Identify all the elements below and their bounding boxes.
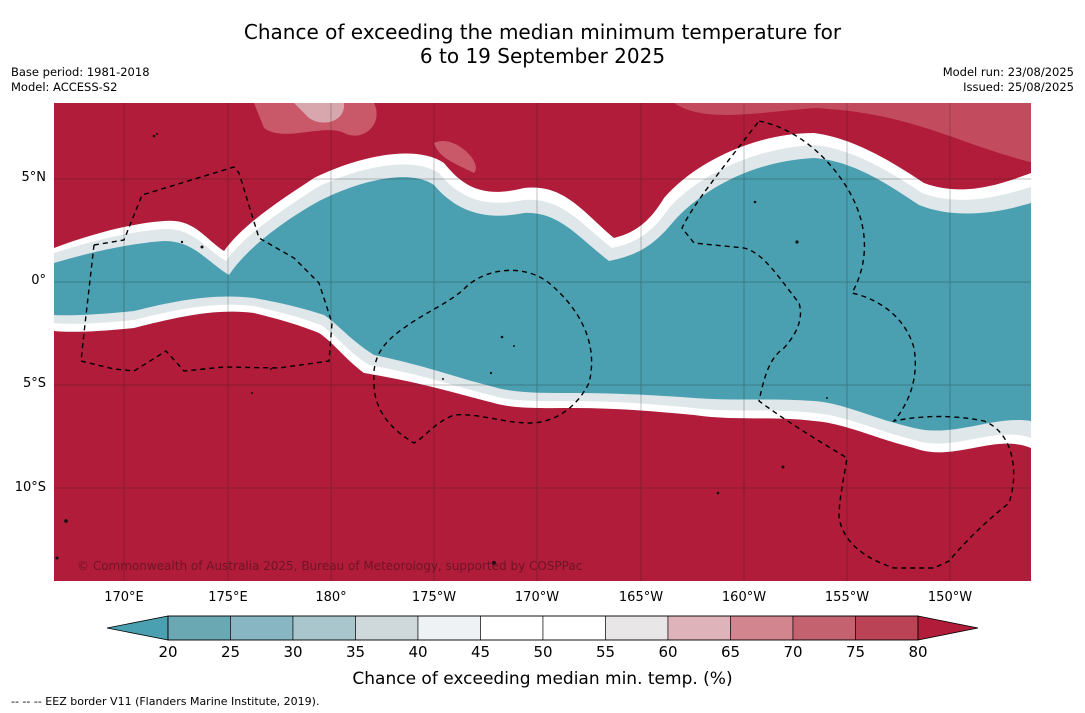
lat-tick-5s: 5°S bbox=[22, 376, 46, 391]
meta-left: Base period: 1981-2018 Model: ACCESS-S2 bbox=[11, 65, 150, 95]
colorbar-cell bbox=[792, 615, 856, 641]
colorbar bbox=[106, 615, 979, 641]
colorbar-cell bbox=[730, 615, 794, 641]
colorbar-under-arrow bbox=[106, 615, 169, 641]
cbar-tick-55: 55 bbox=[595, 643, 616, 661]
model-name: Model: ACCESS-S2 bbox=[11, 80, 118, 94]
lon-tick-180: 180° bbox=[315, 590, 347, 605]
colorbar-cell bbox=[230, 615, 294, 641]
lon-tick-165w: 165°W bbox=[618, 590, 664, 605]
cbar-tick-70: 70 bbox=[783, 643, 803, 661]
lon-tick-175w: 175°W bbox=[411, 590, 457, 605]
colorbar-cell bbox=[480, 615, 544, 641]
title-line-1: Chance of exceeding the median minimum t… bbox=[243, 20, 842, 44]
lat-tick-0: 0° bbox=[31, 273, 46, 288]
islands bbox=[55, 133, 828, 565]
colorbar-cell bbox=[417, 615, 481, 641]
model-run: Model run: 23/08/2025 bbox=[942, 65, 1074, 79]
cbar-tick-80: 80 bbox=[908, 643, 928, 661]
lon-tick-160w: 160°W bbox=[721, 590, 767, 605]
eez-borders bbox=[80, 120, 1015, 569]
lon-tick-175e: 175°E bbox=[208, 590, 248, 605]
colorbar-cells bbox=[167, 615, 919, 641]
cbar-tick-75: 75 bbox=[845, 643, 866, 661]
map-title: Chance of exceeding the median minimum t… bbox=[0, 20, 1085, 68]
colorbar-cell bbox=[292, 615, 356, 641]
colorbar-cell bbox=[542, 615, 606, 641]
cbar-tick-50: 50 bbox=[533, 643, 553, 661]
copyright-notice: © Commonwealth of Australia 2025, Bureau… bbox=[77, 559, 583, 573]
cbar-tick-60: 60 bbox=[658, 643, 678, 661]
lon-tick-155w: 155°W bbox=[824, 590, 870, 605]
colorbar-label: Chance of exceeding median min. temp. (%… bbox=[352, 669, 733, 689]
cbar-tick-20: 20 bbox=[158, 643, 178, 661]
lon-tick-170w: 170°W bbox=[514, 590, 560, 605]
graticule bbox=[54, 103, 1031, 581]
lon-tick-170e: 170°E bbox=[104, 590, 144, 605]
colorbar-over-arrow bbox=[917, 615, 979, 641]
transition-patch-north-light bbox=[294, 103, 345, 123]
lon-tick-150w: 150°W bbox=[927, 590, 973, 605]
colorbar-cell bbox=[855, 615, 919, 641]
lat-tick-5n: 5°N bbox=[21, 170, 47, 185]
base-period: Base period: 1981-2018 bbox=[11, 65, 150, 79]
cbar-tick-30: 30 bbox=[283, 643, 303, 661]
cbar-tick-45: 45 bbox=[470, 643, 491, 661]
colorbar-cell bbox=[167, 615, 231, 641]
transition-patch-ne bbox=[674, 103, 1031, 163]
meta-right: Model run: 23/08/2025 Issued: 25/08/2025 bbox=[943, 65, 1074, 95]
cbar-tick-65: 65 bbox=[720, 643, 741, 661]
title-line-2: 6 to 19 September 2025 bbox=[419, 44, 666, 68]
colorbar-cell bbox=[355, 615, 419, 641]
map-panel bbox=[54, 103, 1031, 581]
issued-date: Issued: 25/08/2025 bbox=[963, 80, 1074, 94]
transition-patch-mid bbox=[434, 140, 476, 173]
cbar-tick-40: 40 bbox=[408, 643, 428, 661]
colorbar-cell bbox=[667, 615, 731, 641]
lat-tick-10s: 10°S bbox=[14, 480, 46, 495]
below-median-region bbox=[54, 158, 1031, 431]
eez-footnote: -- -- -- EEZ border V11 (Flanders Marine… bbox=[11, 695, 320, 708]
probability-map bbox=[54, 103, 1031, 581]
colorbar-cell bbox=[605, 615, 669, 641]
cbar-tick-25: 25 bbox=[220, 643, 241, 661]
cbar-tick-35: 35 bbox=[345, 643, 366, 661]
